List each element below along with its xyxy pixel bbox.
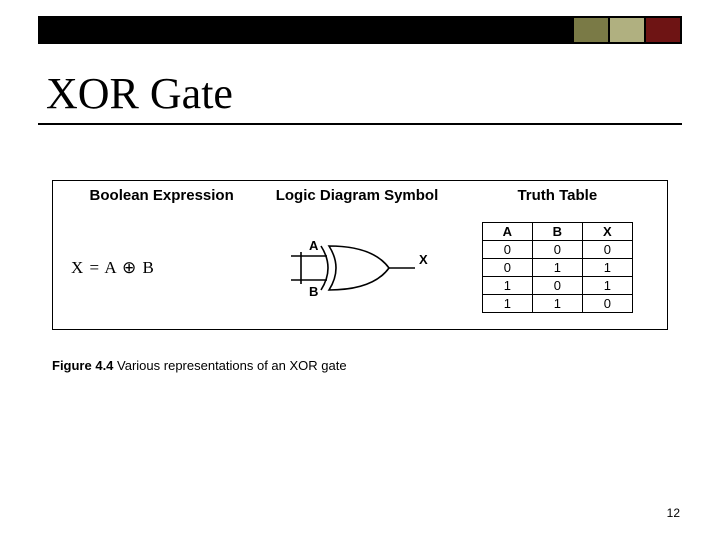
logic-diagram-cell: A B X (258, 228, 455, 308)
truth-table-cell-value: 1 (582, 259, 632, 277)
figure-box: Boolean Expression Logic Diagram Symbol … (52, 180, 668, 330)
truth-table-cell-value: 1 (482, 277, 532, 295)
input-label-b: B (309, 284, 318, 299)
header-boolean-expression: Boolean Expression (61, 187, 258, 204)
truth-table-cell-value: 0 (582, 241, 632, 259)
truth-table-cell-value: 0 (582, 295, 632, 313)
truth-table-cell-value: 0 (532, 277, 582, 295)
table-row: 110 (482, 295, 632, 313)
page-title: XOR Gate (38, 68, 682, 123)
top-bar-segment (40, 18, 572, 42)
title-block: XOR Gate (38, 68, 682, 125)
truth-table-cell: ABX 000011101110 (456, 222, 659, 313)
truth-table-cell-value: 1 (582, 277, 632, 295)
truth-table: ABX 000011101110 (482, 222, 633, 313)
boolean-expression: X = A ⊕ B (71, 258, 155, 277)
top-bar-segment (572, 18, 608, 42)
truth-table-header: A (482, 223, 532, 241)
truth-table-header: X (582, 223, 632, 241)
page-number: 12 (667, 506, 680, 520)
table-row: 101 (482, 277, 632, 295)
top-bar-segment (608, 18, 644, 42)
truth-table-header: B (532, 223, 582, 241)
top-bar-segment (644, 18, 680, 42)
boolean-expression-cell: X = A ⊕ B (61, 258, 258, 278)
caption-text: Various representations of an XOR gate (113, 358, 346, 373)
truth-table-cell-value: 0 (482, 259, 532, 277)
table-row: 011 (482, 259, 632, 277)
input-label-a: A (309, 238, 319, 253)
xor-gate-icon: A B X (277, 228, 437, 308)
figure-content-row: X = A ⊕ B A B X (61, 214, 659, 321)
truth-table-cell-value: 1 (532, 259, 582, 277)
output-label-x: X (419, 252, 428, 267)
figure-caption: Figure 4.4 Various representations of an… (52, 358, 347, 373)
header-truth-table: Truth Table (456, 187, 659, 204)
header-logic-diagram: Logic Diagram Symbol (258, 187, 455, 204)
truth-table-cell-value: 0 (532, 241, 582, 259)
truth-table-cell-value: 0 (482, 241, 532, 259)
table-row: 000 (482, 241, 632, 259)
title-underline (38, 123, 682, 125)
figure-column-headers: Boolean Expression Logic Diagram Symbol … (61, 187, 659, 204)
truth-table-cell-value: 1 (532, 295, 582, 313)
truth-table-cell-value: 1 (482, 295, 532, 313)
slide-top-bar (38, 16, 682, 44)
caption-label: Figure 4.4 (52, 358, 113, 373)
